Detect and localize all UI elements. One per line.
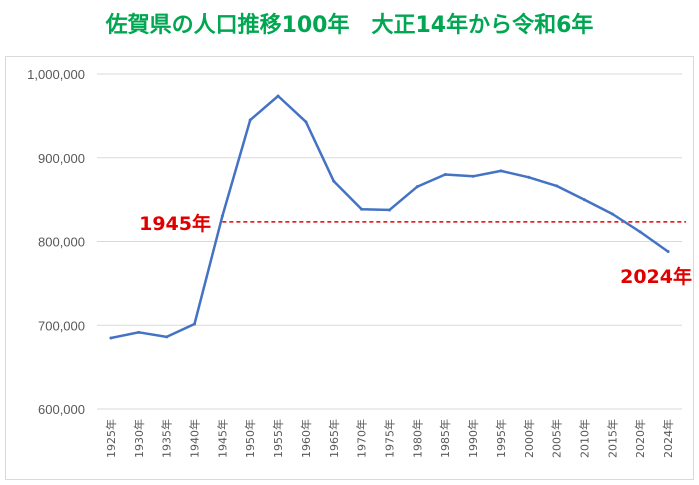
y-tick-label: 1,000,000 <box>27 67 85 82</box>
y-tick-label: 900,000 <box>38 151 85 166</box>
x-tick-label: 1960年 <box>299 419 313 458</box>
data-point <box>332 179 336 183</box>
x-tick-label: 2010年 <box>578 419 592 458</box>
y-tick-label: 600,000 <box>38 402 85 417</box>
y-tick-label: 800,000 <box>38 235 85 250</box>
series-group <box>109 94 670 340</box>
x-tick-label: 2000年 <box>522 419 536 458</box>
x-tick-label: 1975年 <box>383 419 397 458</box>
data-point <box>666 250 670 254</box>
plot-area-border <box>5 56 694 480</box>
data-point <box>610 212 614 216</box>
x-tick-label: 1950年 <box>243 419 257 458</box>
x-tick-label: 1995年 <box>494 419 508 458</box>
data-point <box>137 330 141 334</box>
data-point <box>499 169 503 173</box>
data-point <box>583 198 586 202</box>
data-point <box>165 335 169 339</box>
x-tick-label: 1990年 <box>466 419 480 458</box>
data-point <box>248 118 252 122</box>
x-tick-label: 2020年 <box>633 419 647 458</box>
data-point <box>193 322 196 326</box>
data-point <box>220 214 224 218</box>
data-point <box>638 230 642 234</box>
y-tick-label: 700,000 <box>38 318 85 333</box>
data-point <box>276 94 280 98</box>
data-point <box>471 174 475 178</box>
data-point <box>360 207 364 211</box>
x-tick-label: 1945年 <box>215 419 229 458</box>
x-tick-label: 1935年 <box>160 419 174 458</box>
x-tick-label: 1925年 <box>104 419 118 458</box>
annotations: 1945年 2024年 <box>139 212 692 288</box>
data-point <box>109 336 113 340</box>
data-point <box>443 172 447 176</box>
gridlines <box>97 73 682 410</box>
x-tick-label: 2024年 <box>661 419 675 458</box>
data-point <box>527 175 531 179</box>
x-tick-label: 1985年 <box>438 419 452 458</box>
y-axis-ticks: 600,000 700,000 800,000 900,000 1,000,000 <box>27 67 85 417</box>
x-tick-label: 2015年 <box>605 419 619 458</box>
data-point <box>415 185 419 189</box>
data-point <box>304 120 308 124</box>
annotation-2024: 2024年 <box>620 265 692 288</box>
chart-title: 佐賀県の人口推移100年 大正14年から令和6年 <box>105 13 594 38</box>
x-tick-label: 1980年 <box>410 419 424 458</box>
annotation-1945: 1945年 <box>139 212 211 235</box>
x-tick-label: 1940年 <box>188 419 202 458</box>
data-point <box>388 208 391 212</box>
data-point <box>555 184 559 188</box>
x-tick-label: 1965年 <box>327 419 341 458</box>
x-tick-label: 1970年 <box>355 419 369 458</box>
x-tick-label: 1930年 <box>132 419 146 458</box>
x-axis-ticks: 1925年 1930年 1935年 1940年 1945年 1950年 1955年 1960年… <box>104 419 675 458</box>
x-tick-label: 2005年 <box>550 419 564 458</box>
x-tick-label: 1955年 <box>271 419 285 458</box>
